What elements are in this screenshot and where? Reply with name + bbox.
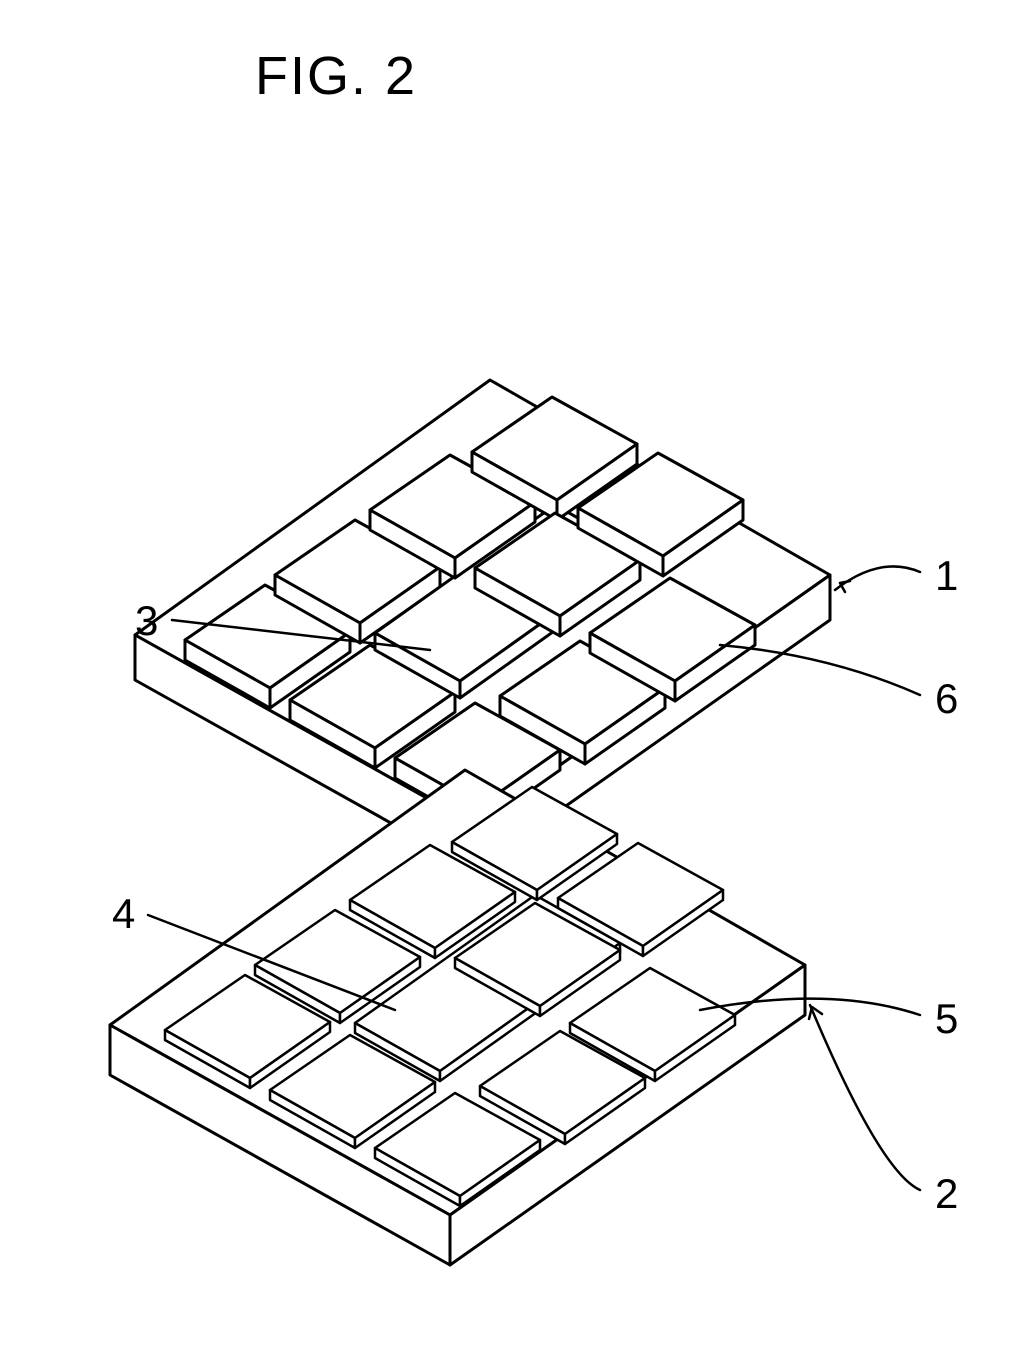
label-2: 2 (935, 1170, 958, 1218)
label-6: 6 (935, 675, 958, 723)
label-1: 1 (935, 552, 958, 600)
label-4: 4 (112, 890, 135, 938)
diagram-svg (0, 0, 1022, 1361)
label-5: 5 (935, 995, 958, 1043)
label-3: 3 (135, 597, 158, 645)
